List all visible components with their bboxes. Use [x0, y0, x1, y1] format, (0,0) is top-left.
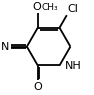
Text: N: N — [1, 42, 10, 52]
Text: O: O — [33, 82, 42, 92]
Text: CH₃: CH₃ — [42, 3, 58, 12]
Text: Cl: Cl — [68, 4, 79, 14]
Text: O: O — [32, 2, 41, 12]
Text: NH: NH — [65, 61, 82, 71]
